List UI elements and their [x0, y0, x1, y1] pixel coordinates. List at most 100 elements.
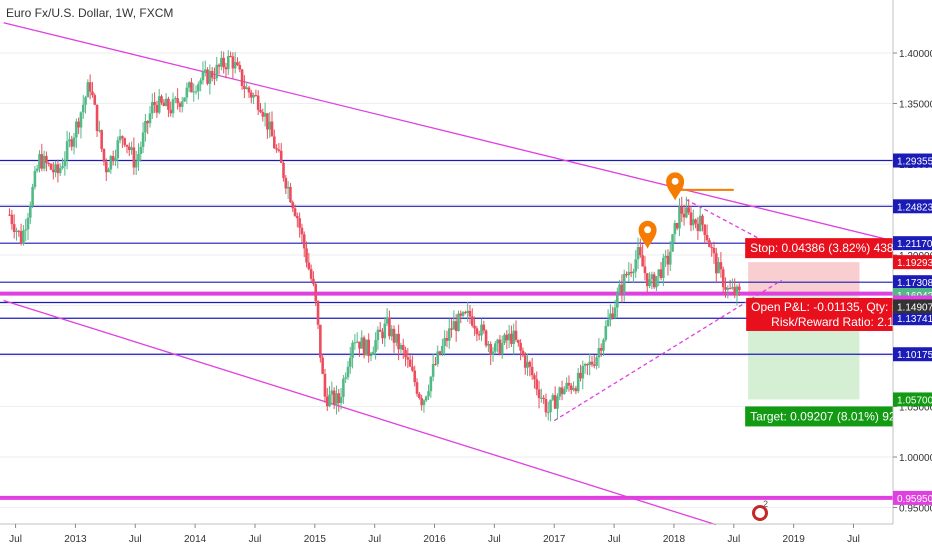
candle-body	[597, 347, 601, 358]
candle-body	[151, 102, 154, 114]
candle-body	[371, 351, 375, 355]
candle-body	[411, 366, 414, 371]
candle-body	[574, 388, 578, 392]
candle-body	[139, 146, 143, 154]
candle-body	[15, 230, 18, 232]
candle-body	[445, 338, 449, 341]
candle-body	[629, 271, 633, 274]
candle-body	[537, 389, 541, 399]
candle-body	[68, 139, 71, 142]
candle-body	[162, 102, 166, 106]
candle-body	[70, 139, 74, 147]
candle-body	[178, 103, 182, 107]
candle-body	[284, 177, 288, 189]
candle-body	[121, 136, 124, 139]
level-price-tag: 1.29355	[897, 157, 932, 168]
candle-body	[337, 393, 341, 404]
candle-body	[213, 77, 216, 79]
candle-body	[291, 202, 295, 209]
candle-body	[496, 339, 499, 344]
candle-body	[558, 387, 562, 397]
candle-body	[314, 284, 318, 301]
candle-body	[717, 262, 720, 274]
channel-trendline	[3, 299, 717, 526]
candle-body	[461, 312, 465, 316]
magenta-price-tag: 0.95950	[897, 494, 932, 505]
candle-body	[666, 255, 670, 265]
candle-body	[689, 212, 693, 226]
candle-body	[590, 361, 594, 365]
candle-body	[434, 363, 437, 365]
candle-body	[563, 389, 566, 395]
candle-body	[415, 382, 419, 394]
candle-body	[275, 148, 278, 150]
candle-body	[24, 229, 27, 231]
candle-body	[542, 397, 545, 399]
candle-body	[482, 324, 486, 331]
candle-body	[450, 328, 453, 330]
candle-body	[627, 271, 631, 276]
candle-body	[81, 104, 85, 113]
candle-body	[526, 361, 529, 368]
level-price-tag: 1.13741	[897, 314, 932, 325]
candle-body	[28, 206, 32, 218]
candle-body	[556, 396, 559, 409]
candle-body	[369, 354, 373, 356]
candle-body	[309, 269, 313, 279]
price-tag-box	[893, 255, 932, 270]
candle-body	[247, 87, 251, 93]
candle-body	[710, 247, 713, 249]
candle-body	[595, 357, 598, 366]
target-label-box	[745, 406, 893, 427]
candle-body	[229, 55, 232, 57]
time-tick-label: 2018	[663, 534, 686, 545]
time-tick-label: 2014	[184, 534, 207, 545]
candle-body	[130, 147, 133, 151]
candle-body	[521, 350, 525, 356]
candle-body	[602, 339, 605, 351]
candle-body	[192, 91, 196, 93]
candle-body	[431, 363, 435, 377]
candle-body	[127, 146, 131, 151]
candle-body	[378, 329, 382, 332]
candle-body	[738, 286, 741, 291]
candle-body	[22, 230, 25, 244]
candle-body	[388, 317, 391, 337]
candle-body	[19, 231, 23, 244]
candle-body	[724, 287, 727, 290]
candle-body	[470, 316, 474, 326]
candle-body	[289, 186, 292, 203]
candle-body	[268, 121, 272, 130]
pnl-label-line1: Open P&L: -0.01135, Qty: 5699	[751, 300, 919, 314]
candle-body	[116, 140, 120, 159]
candle-body	[355, 341, 359, 343]
candle-body	[45, 155, 48, 164]
candle-body	[544, 398, 548, 413]
candle-body	[263, 113, 267, 117]
candle-body	[26, 217, 30, 230]
candle-body	[500, 342, 504, 355]
candle-body	[620, 284, 624, 293]
candle-body	[183, 97, 186, 102]
candle-body	[123, 138, 126, 145]
candle-body	[134, 161, 138, 168]
magenta-price-tag-box	[893, 490, 932, 505]
candle-body	[330, 390, 334, 395]
candle-body	[75, 121, 78, 138]
candle-body	[307, 262, 311, 270]
candle-body	[565, 382, 568, 390]
level-price-tag: 1.17308	[897, 278, 932, 289]
candle-body	[63, 159, 67, 167]
candle-body	[236, 62, 239, 66]
candle-body	[560, 387, 564, 395]
time-tick-label: Jul	[488, 534, 501, 545]
time-tick-label: 2013	[64, 534, 87, 545]
candle-body	[652, 274, 656, 288]
level-price-tag-box	[893, 347, 932, 362]
candle-body	[52, 169, 55, 173]
candle-body	[208, 70, 212, 84]
candle-body	[323, 373, 327, 397]
price-tick-label: 1.35000	[899, 100, 932, 111]
candle-body	[252, 95, 255, 98]
